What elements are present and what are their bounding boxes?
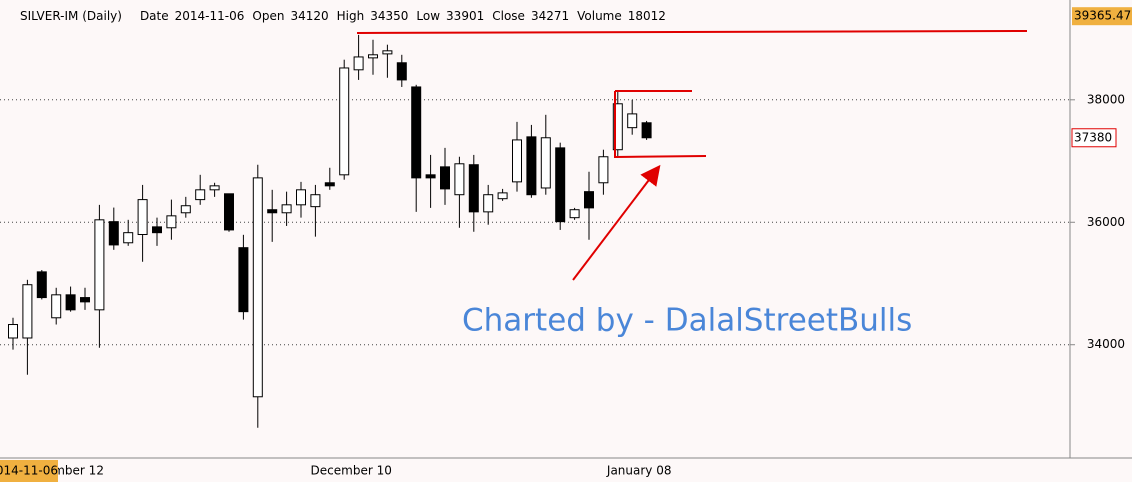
candle-body — [51, 294, 62, 319]
candle-body — [584, 191, 594, 209]
candle-body — [281, 204, 292, 214]
candle-body — [252, 177, 263, 398]
candle-body — [224, 193, 234, 231]
candle-body — [512, 139, 522, 183]
candle-body — [540, 137, 551, 189]
annotation: Charted by - DalalStreetBulls — [462, 303, 912, 339]
plot-area — [0, 34, 1070, 428]
header-value: 18012 — [628, 9, 666, 23]
candle-body — [22, 284, 33, 339]
candle-body — [36, 271, 47, 299]
candle-body — [310, 194, 321, 208]
candle-body — [627, 113, 638, 129]
x-tick-label: December 10 — [311, 464, 392, 478]
header-label: Close — [492, 9, 525, 23]
candle-body — [396, 62, 407, 81]
candle-body — [296, 189, 306, 206]
crosshair-value: 39365.47 — [1074, 9, 1131, 23]
cursor-date: 2014-11-06 — [0, 464, 58, 478]
candle-body — [94, 219, 105, 311]
candle-body — [440, 166, 450, 190]
last-price: 37380 — [1074, 130, 1112, 144]
cursor-date-box — [0, 460, 58, 482]
header-value: 34350 — [370, 9, 408, 23]
header-label: Date — [140, 9, 169, 23]
candle-body — [612, 103, 623, 151]
candle-body — [483, 194, 494, 213]
candle-body — [209, 185, 220, 191]
header-value: 34271 — [531, 9, 569, 23]
candle-body — [569, 209, 580, 219]
arrow — [572, 164, 661, 281]
candle-body — [108, 221, 119, 246]
candle-body — [137, 199, 148, 236]
candle-body — [195, 189, 206, 201]
header-value: 33901 — [446, 9, 484, 23]
y-tick-label: 36000 — [1087, 215, 1125, 229]
last-price-box — [1071, 128, 1117, 148]
x-tick-label: January 08 — [606, 464, 672, 478]
range-bottom-line — [614, 155, 707, 158]
candle-body — [382, 50, 393, 55]
resistance-line — [356, 30, 1028, 34]
header: SILVER-IM (Daily) Date 2014-11-06 Open 34120… — [20, 9, 666, 23]
candle-body — [80, 297, 90, 303]
candle-body — [641, 122, 652, 139]
crosshair-value-box — [1072, 7, 1132, 26]
header-value: 34120 — [290, 9, 328, 23]
candle-body — [526, 136, 537, 196]
candle-body — [497, 192, 508, 200]
candle-body — [339, 67, 350, 176]
candle-body — [65, 294, 76, 311]
candle-body — [180, 205, 191, 214]
candle-body — [368, 54, 378, 59]
candle-body — [411, 86, 422, 179]
candle-body — [8, 324, 18, 339]
candle-body — [454, 163, 465, 196]
candle-body — [425, 174, 436, 179]
header-label: Volume — [577, 9, 622, 23]
header-label: High — [337, 9, 365, 23]
candle-body — [267, 209, 278, 214]
candle-body — [166, 215, 177, 229]
candle-body — [598, 156, 609, 184]
header-value: 2014-11-06 — [175, 9, 245, 23]
y-tick-label: 34000 — [1087, 337, 1125, 351]
header-label: Open — [252, 9, 284, 23]
candle-body — [468, 164, 479, 213]
candle-body — [152, 226, 162, 234]
candle-body — [123, 232, 134, 244]
y-tick-label: 38000 — [1087, 92, 1125, 106]
candle-body — [555, 147, 566, 223]
header-title: SILVER-IM (Daily) — [20, 9, 122, 23]
candle-body — [238, 247, 249, 313]
header-label: Low — [416, 9, 440, 23]
candle-body — [324, 182, 335, 187]
candle-body — [353, 56, 364, 71]
